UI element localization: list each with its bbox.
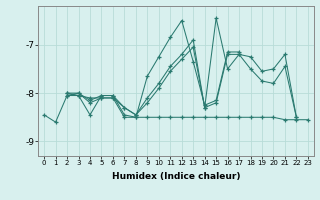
X-axis label: Humidex (Indice chaleur): Humidex (Indice chaleur)	[112, 172, 240, 181]
